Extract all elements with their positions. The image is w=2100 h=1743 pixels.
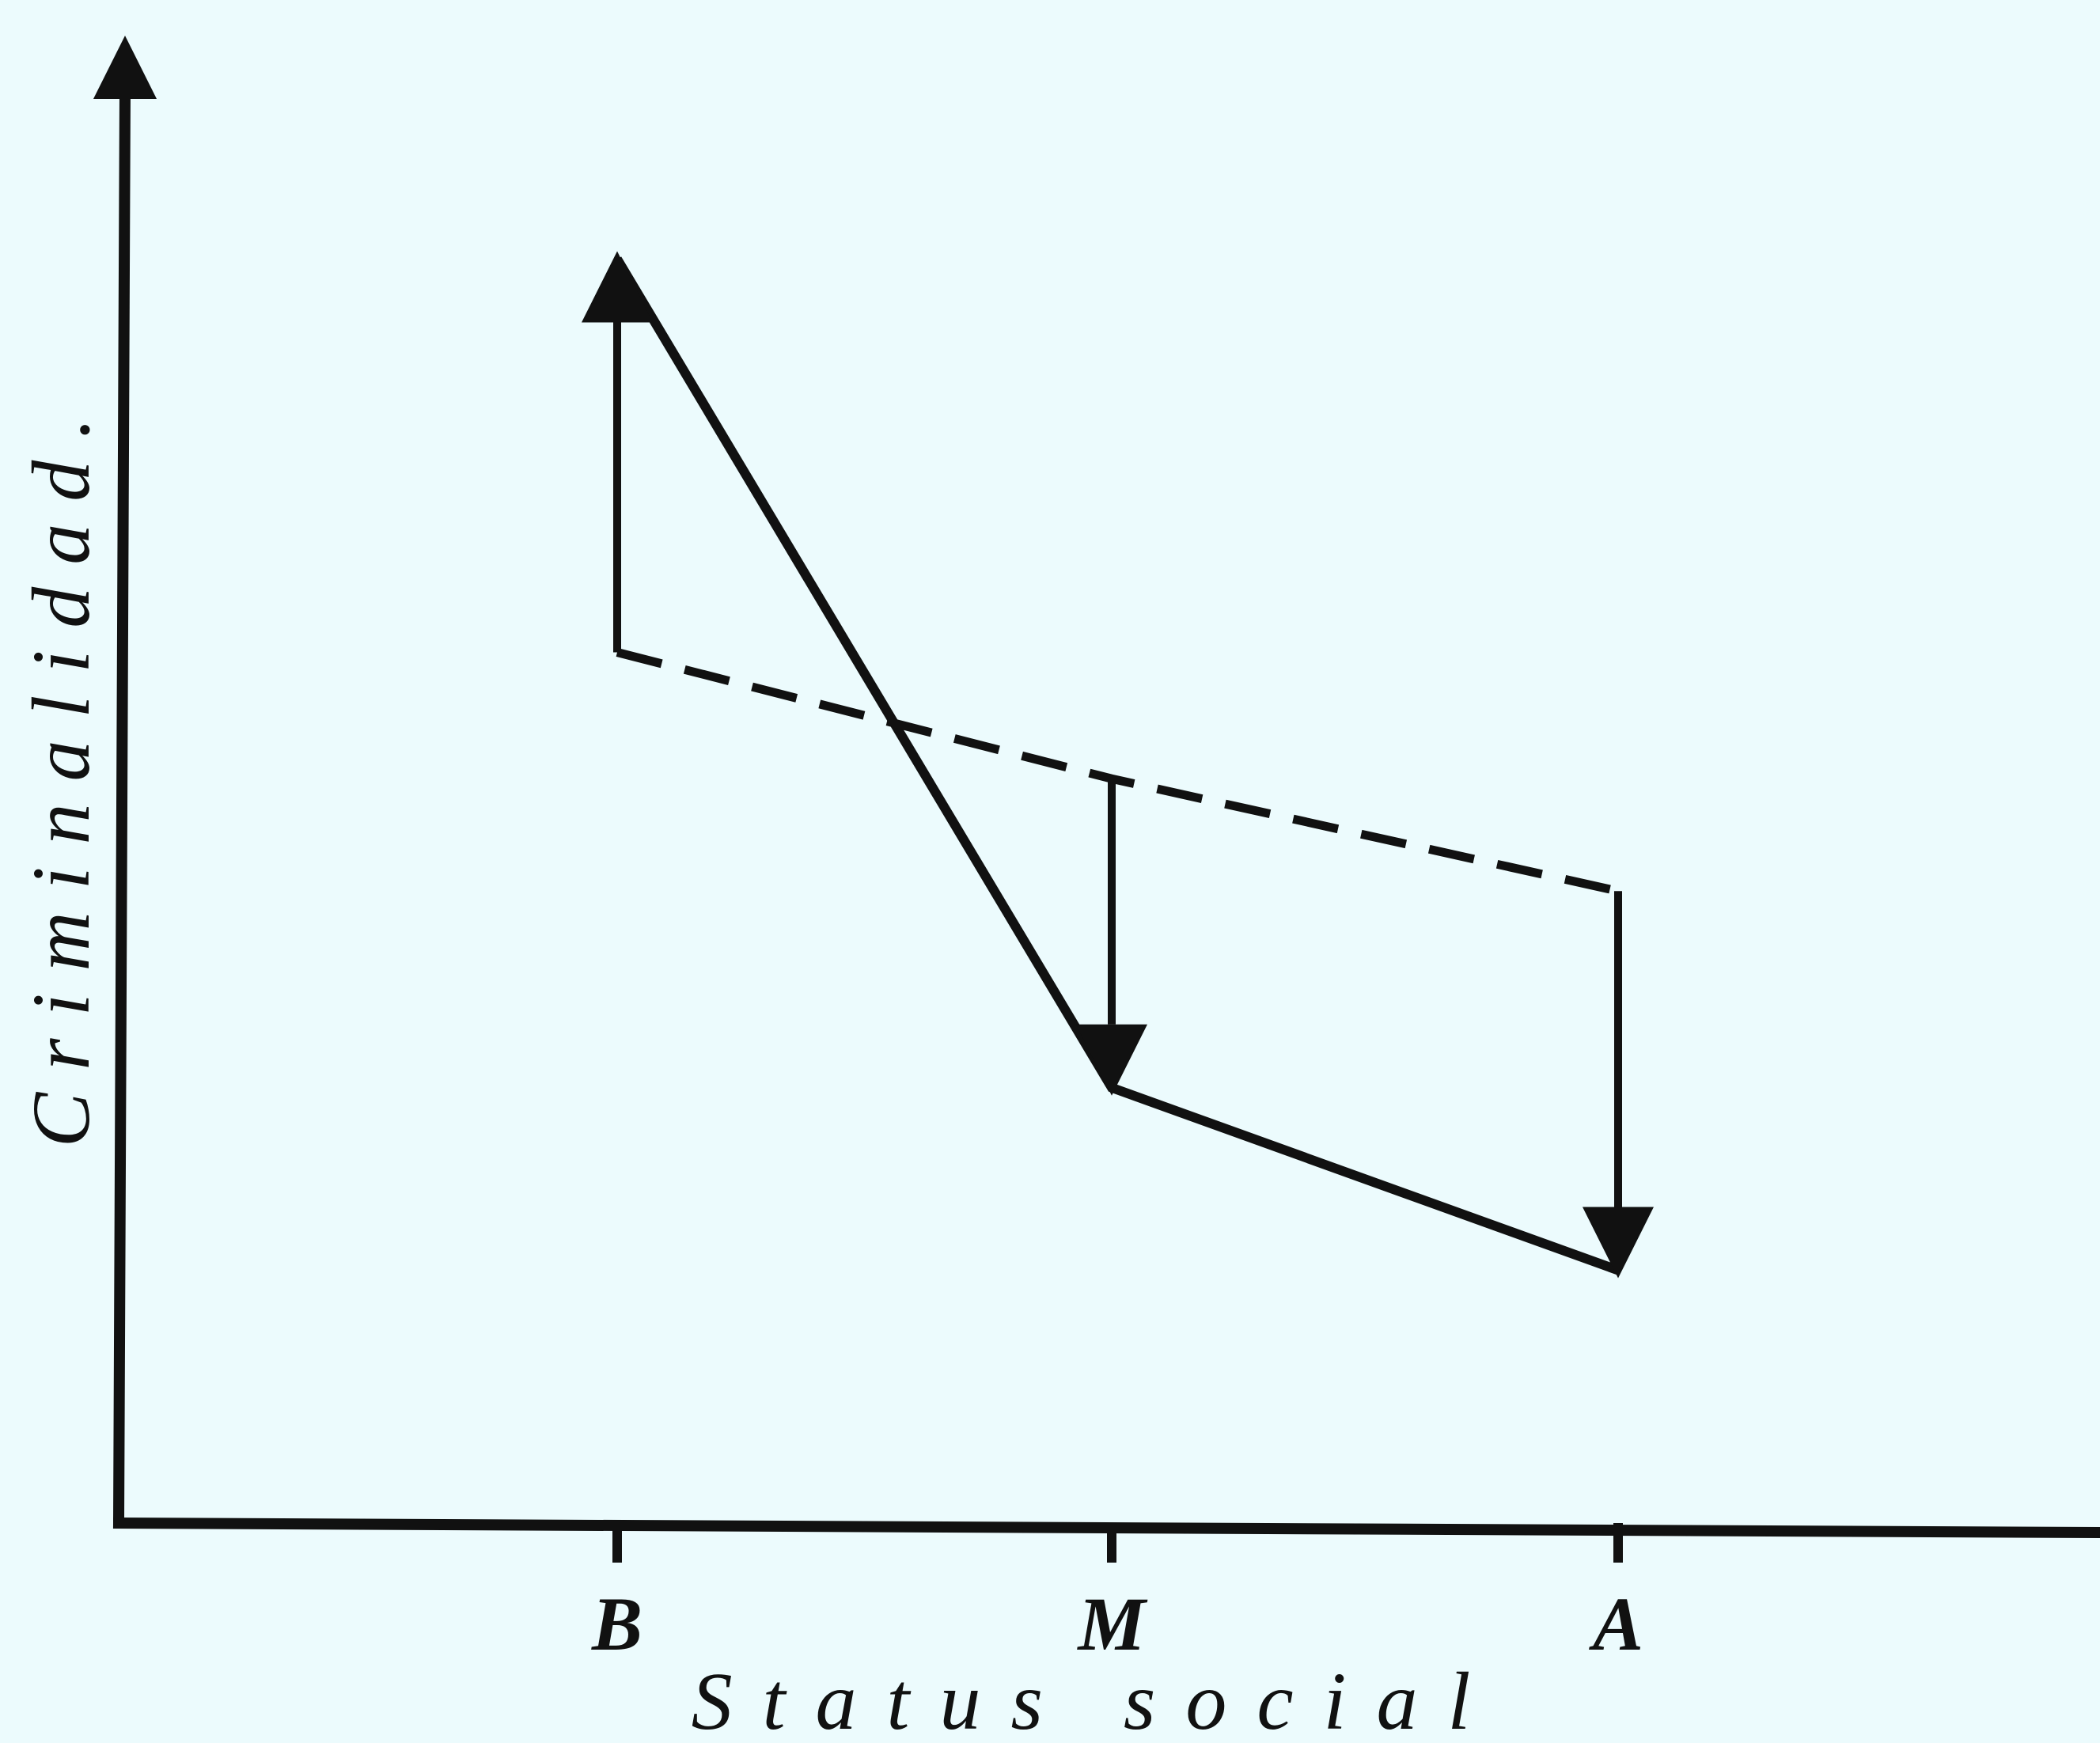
shift-arrow-b (582, 251, 653, 653)
x-axis-ticks (612, 1523, 1623, 1563)
x-axis-title: Status social (692, 1656, 1501, 1743)
y-axis (112, 85, 131, 1529)
shift-arrow-m (1076, 779, 1147, 1096)
series-layer (612, 256, 1620, 1275)
y-axis-arrowhead (93, 36, 157, 99)
series-line-solid (612, 256, 1620, 1275)
shift-arrowhead-b (582, 251, 653, 323)
y-axis-title: Criminalidad. (16, 396, 107, 1148)
shift-arrowhead-a (1583, 1207, 1654, 1279)
arrows-layer (582, 251, 1654, 1279)
x-tick-label-b: B (591, 1582, 643, 1666)
shift-arrowhead-m (1076, 1024, 1147, 1096)
x-tick-label-m: M (1076, 1582, 1148, 1666)
x-tick-label-a: A (1589, 1582, 1643, 1666)
shift-arrow-a (1583, 891, 1654, 1279)
series-line-dashed (616, 648, 1620, 896)
